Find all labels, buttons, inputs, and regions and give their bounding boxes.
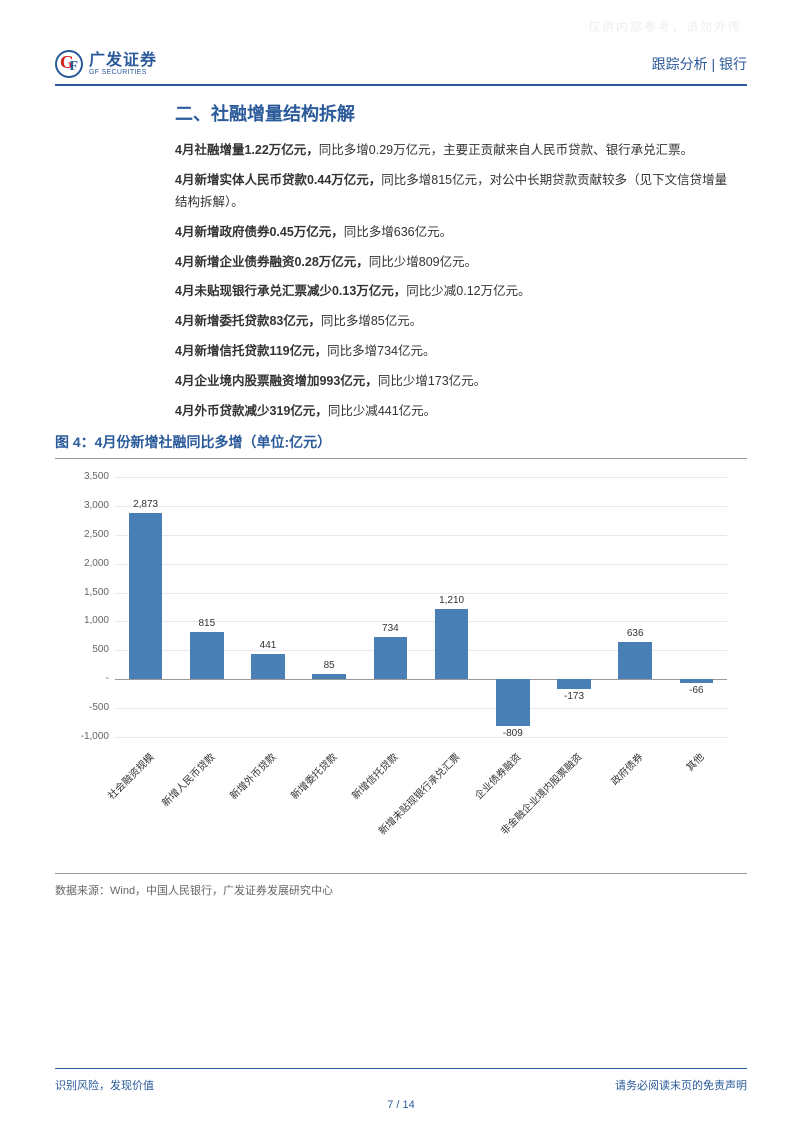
company-logo: 广发证券 GF SECURITIES [55, 50, 157, 78]
bar [496, 679, 530, 726]
paragraph-bold: 4月新增实体人民币贷款0.44万亿元， [175, 173, 381, 187]
grid-line [115, 506, 727, 507]
chart-block: 图 4：4月份新增社融同比多增（单位:亿元） -1,000-500-5001,0… [55, 432, 747, 898]
category-label: 新增外币贷款 [226, 749, 279, 802]
paragraph-bold: 4月外币贷款减少319亿元， [175, 404, 328, 418]
paragraph-rest: 同比多增734亿元。 [327, 344, 435, 358]
chart-source: 数据来源：Wind，中国人民银行，广发证券发展研究中心 [55, 873, 747, 898]
logo-en: GF SECURITIES [89, 69, 157, 76]
paragraph: 4月未贴现银行承兑汇票减少0.13万亿元，同比少减0.12万亿元。 [175, 281, 737, 303]
paragraph: 4月新增信托贷款119亿元，同比多增734亿元。 [175, 341, 737, 363]
grid-line [115, 477, 727, 478]
paragraph-rest: 同比多增636亿元。 [344, 225, 452, 239]
paragraph-rest: 同比多增85亿元。 [321, 314, 422, 328]
page-footer: 识别风险，发现价值 请务必阅读末页的免责声明 [55, 1068, 747, 1093]
bar [374, 637, 408, 679]
paragraph: 4月外币贷款减少319亿元，同比少减441亿元。 [175, 401, 737, 423]
bar-value-label: -173 [564, 691, 584, 702]
paragraph-rest: 同比少增809亿元。 [369, 255, 477, 269]
bar [557, 679, 591, 689]
category-label: 社会融资规模 [103, 749, 156, 802]
logo-text: 广发证券 GF SECURITIES [89, 53, 157, 76]
category-label: 新增人民币贷款 [157, 749, 217, 809]
bar-value-label: 636 [627, 628, 644, 639]
y-axis-label: 1,500 [67, 587, 109, 598]
paragraph-rest: 同比少减0.12万亿元。 [406, 284, 530, 298]
grid-line [115, 593, 727, 594]
paragraph: 4月新增政府债券0.45万亿元，同比多增636亿元。 [175, 222, 737, 244]
y-axis-label: 2,500 [67, 529, 109, 540]
grid-line [115, 535, 727, 536]
paragraph: 4月企业境内股票融资增加993亿元，同比少增173亿元。 [175, 371, 737, 393]
chart-area: -1,000-500-5001,0001,5002,0002,5003,0003… [55, 467, 747, 867]
bar-value-label: 1,210 [439, 595, 464, 606]
grid-line [115, 564, 727, 565]
y-axis-label: 1,000 [67, 615, 109, 626]
bar-value-label: 734 [382, 623, 399, 634]
logo-icon [55, 50, 83, 78]
paragraph-bold: 4月新增委托贷款83亿元， [175, 314, 321, 328]
paragraph: 4月新增委托贷款83亿元，同比多增85亿元。 [175, 311, 737, 333]
category-label: 新增信托贷款 [348, 749, 401, 802]
bar-value-label: -66 [689, 685, 703, 696]
chart-plot: -1,000-500-5001,0001,5002,0002,5003,0003… [115, 477, 727, 737]
y-axis-label: 500 [67, 644, 109, 655]
paragraph-bold: 4月未贴现银行承兑汇票减少0.13万亿元， [175, 284, 406, 298]
bar [618, 642, 652, 679]
bar [251, 654, 285, 679]
paragraph-list: 4月社融增量1.22万亿元，同比多增0.29万亿元，主要正贡献来自人民币贷款、银… [175, 140, 737, 423]
grid-line [115, 708, 727, 709]
y-axis-label: 3,500 [67, 471, 109, 482]
zero-line [115, 679, 727, 680]
paragraph-bold: 4月社融增量1.22万亿元， [175, 143, 319, 157]
footer-left: 识别风险，发现价值 [55, 1077, 154, 1093]
footer-right: 请务必阅读末页的免责声明 [615, 1077, 747, 1093]
paragraph-rest: 同比少减441亿元。 [328, 404, 436, 418]
paragraph: 4月新增企业债券融资0.28万亿元，同比少增809亿元。 [175, 252, 737, 274]
page-header: 广发证券 GF SECURITIES 跟踪分析 | 银行 [55, 50, 747, 86]
paragraph-bold: 4月新增政府债券0.45万亿元， [175, 225, 344, 239]
paragraph-rest: 同比少增173亿元。 [378, 374, 486, 388]
paragraph-bold: 4月企业境内股票融资增加993亿元， [175, 374, 378, 388]
bar-value-label: -809 [503, 728, 523, 739]
y-axis-label: -1,000 [67, 731, 109, 742]
bar-value-label: 2,873 [133, 499, 158, 510]
bar [680, 679, 714, 683]
bar-value-label: 815 [198, 618, 215, 629]
paragraph: 4月社融增量1.22万亿元，同比多增0.29万亿元，主要正贡献来自人民币贷款、银… [175, 140, 737, 162]
bar-value-label: 85 [324, 660, 335, 671]
section-title: 二、社融增量结构拆解 [175, 100, 737, 126]
paragraph: 4月新增实体人民币贷款0.44万亿元，同比多增815亿元，对公中长期贷款贡献较多… [175, 170, 737, 214]
category-label: 其他 [682, 749, 707, 774]
bar [312, 674, 346, 679]
paragraph-bold: 4月新增信托贷款119亿元， [175, 344, 327, 358]
bar [190, 632, 224, 679]
logo-cn: 广发证券 [89, 53, 157, 69]
header-category: 跟踪分析 | 银行 [652, 54, 747, 74]
bar [129, 513, 163, 679]
paragraph-bold: 4月新增企业债券融资0.28万亿元， [175, 255, 369, 269]
bar [435, 609, 469, 679]
body-content: 二、社融增量结构拆解 4月社融增量1.22万亿元，同比多增0.29万亿元，主要正… [175, 100, 737, 431]
bar-value-label: 441 [260, 640, 277, 651]
y-axis-label: 3,000 [67, 500, 109, 511]
category-label: 企业债券融资 [470, 749, 523, 802]
y-axis-label: - [67, 673, 109, 684]
watermark-text: 仅供内部参考，请勿外传 [588, 18, 742, 35]
paragraph-rest: 同比多增0.29万亿元，主要正贡献来自人民币贷款、银行承兑汇票。 [319, 143, 693, 157]
category-label: 政府债券 [607, 749, 646, 788]
y-axis-label: -500 [67, 702, 109, 713]
grid-line [115, 737, 727, 738]
page-number: 7 / 14 [0, 1099, 802, 1111]
y-axis-label: 2,000 [67, 558, 109, 569]
chart-title: 图 4：4月份新增社融同比多增（单位:亿元） [55, 432, 747, 459]
category-label: 新增委托贷款 [287, 749, 340, 802]
